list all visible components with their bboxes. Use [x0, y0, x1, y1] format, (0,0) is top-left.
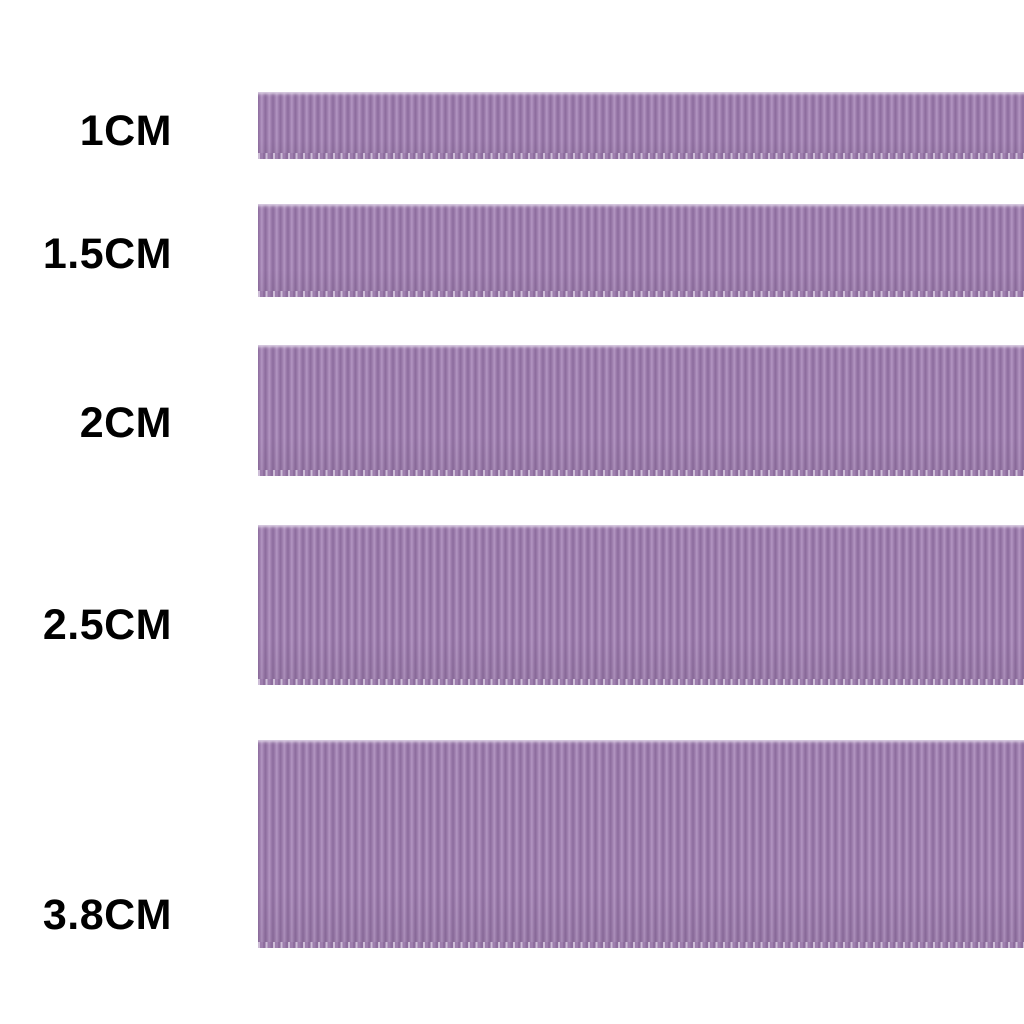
ribbon-swatch-1-5cm	[258, 204, 1024, 297]
ribbon-swatch-2-5cm	[258, 525, 1024, 685]
ribbon-swatch-3-8cm	[258, 740, 1024, 948]
ribbon-swatch-2cm	[258, 345, 1024, 476]
size-label-2cm: 2CM	[79, 399, 172, 447]
ribbon-swatch-1cm	[258, 92, 1024, 159]
size-label-3-8cm: 3.8CM	[42, 891, 172, 939]
size-label-1-5cm: 1.5CM	[42, 230, 172, 278]
size-label-2-5cm: 2.5CM	[42, 601, 172, 649]
size-label-1cm: 1CM	[79, 107, 172, 155]
